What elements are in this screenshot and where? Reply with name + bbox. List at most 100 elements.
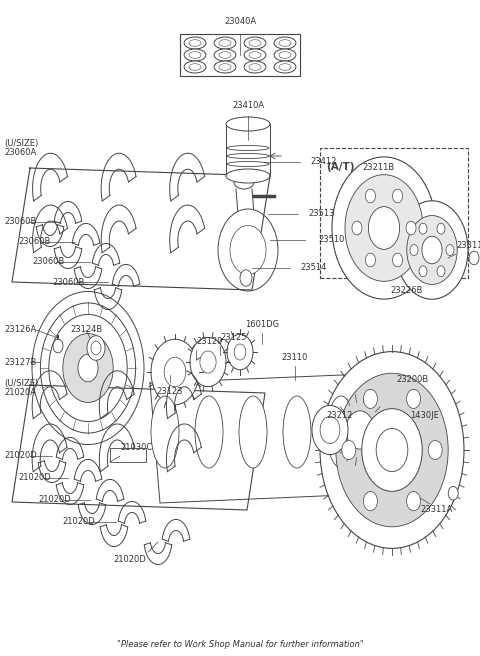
Text: 23060B: 23060B [32, 258, 64, 266]
Circle shape [342, 440, 356, 460]
Ellipse shape [195, 396, 223, 468]
Circle shape [396, 201, 468, 299]
Ellipse shape [219, 40, 231, 47]
Circle shape [428, 440, 442, 460]
Ellipse shape [279, 40, 291, 47]
Circle shape [53, 339, 63, 353]
Ellipse shape [219, 52, 231, 58]
Circle shape [332, 157, 436, 299]
Bar [226, 124, 270, 176]
Text: 23514: 23514 [300, 264, 326, 272]
Ellipse shape [219, 64, 231, 70]
Polygon shape [150, 373, 390, 503]
Ellipse shape [283, 396, 311, 468]
Text: 23211B: 23211B [362, 163, 394, 173]
Ellipse shape [189, 64, 201, 70]
Text: 23060B: 23060B [4, 218, 36, 226]
Text: 23110: 23110 [282, 354, 308, 363]
Ellipse shape [151, 396, 179, 468]
Circle shape [410, 245, 418, 255]
Ellipse shape [274, 49, 296, 61]
Text: 21020D: 21020D [114, 556, 146, 565]
Ellipse shape [184, 37, 206, 49]
Text: (U/SIZE)
23060A: (U/SIZE) 23060A [4, 138, 38, 157]
Text: 23125: 23125 [220, 333, 246, 342]
Ellipse shape [239, 396, 267, 468]
Text: 21020D: 21020D [62, 518, 95, 527]
Polygon shape [12, 168, 270, 290]
Circle shape [240, 270, 252, 286]
Text: "Please refer to Work Shop Manual for further information": "Please refer to Work Shop Manual for fu… [117, 640, 363, 649]
Ellipse shape [214, 49, 236, 61]
Ellipse shape [279, 52, 291, 58]
Circle shape [352, 221, 362, 235]
Text: (U/SIZE)
21020A: (U/SIZE) 21020A [4, 379, 38, 398]
Ellipse shape [189, 40, 201, 47]
Text: 23120: 23120 [196, 337, 222, 346]
Ellipse shape [244, 61, 266, 73]
Circle shape [437, 223, 445, 234]
Ellipse shape [249, 52, 261, 58]
Text: 23127B: 23127B [4, 358, 36, 367]
Circle shape [422, 236, 442, 264]
Circle shape [40, 303, 135, 433]
Circle shape [227, 335, 253, 370]
Circle shape [365, 189, 375, 203]
Circle shape [376, 428, 408, 472]
Circle shape [448, 486, 458, 500]
Ellipse shape [274, 61, 296, 73]
Ellipse shape [184, 49, 206, 61]
Circle shape [419, 266, 427, 277]
Text: 23200B: 23200B [396, 375, 428, 384]
Ellipse shape [214, 37, 236, 49]
Circle shape [320, 417, 340, 443]
Circle shape [363, 389, 377, 409]
Text: 23510: 23510 [318, 236, 344, 245]
Text: 23410A: 23410A [232, 100, 264, 110]
Ellipse shape [226, 117, 270, 131]
Ellipse shape [279, 64, 291, 70]
Bar [110, 448, 146, 462]
Ellipse shape [189, 52, 201, 58]
Text: 23513: 23513 [308, 209, 335, 218]
Polygon shape [236, 189, 260, 242]
Text: 23060B: 23060B [52, 277, 84, 287]
Circle shape [437, 266, 445, 277]
Circle shape [369, 207, 399, 249]
Circle shape [407, 491, 420, 511]
Text: 23060B: 23060B [18, 237, 50, 247]
Bar [320, 148, 468, 278]
Text: 23124B: 23124B [70, 325, 102, 335]
Text: (A/T): (A/T) [326, 162, 355, 172]
Ellipse shape [244, 37, 266, 49]
Circle shape [218, 209, 278, 291]
Text: 23226B: 23226B [390, 285, 422, 295]
Circle shape [190, 337, 226, 386]
Circle shape [200, 351, 216, 373]
Circle shape [49, 314, 127, 422]
Circle shape [234, 344, 246, 360]
Text: 23123: 23123 [157, 388, 183, 396]
Circle shape [469, 251, 479, 265]
Ellipse shape [226, 169, 270, 183]
Circle shape [87, 336, 105, 360]
Circle shape [419, 223, 427, 234]
Ellipse shape [234, 175, 254, 189]
Circle shape [312, 405, 348, 455]
Ellipse shape [249, 40, 261, 47]
Ellipse shape [274, 37, 296, 49]
Ellipse shape [249, 64, 261, 70]
Circle shape [363, 491, 377, 511]
Circle shape [91, 341, 101, 355]
Text: 1430JE: 1430JE [410, 411, 439, 420]
Circle shape [393, 253, 403, 267]
Circle shape [164, 358, 186, 387]
Circle shape [407, 389, 420, 409]
Circle shape [151, 339, 199, 405]
Text: 23412: 23412 [310, 157, 336, 167]
Polygon shape [12, 385, 265, 510]
Circle shape [406, 221, 416, 235]
Circle shape [365, 253, 375, 267]
Circle shape [362, 409, 422, 491]
Text: 21020D: 21020D [38, 495, 71, 504]
